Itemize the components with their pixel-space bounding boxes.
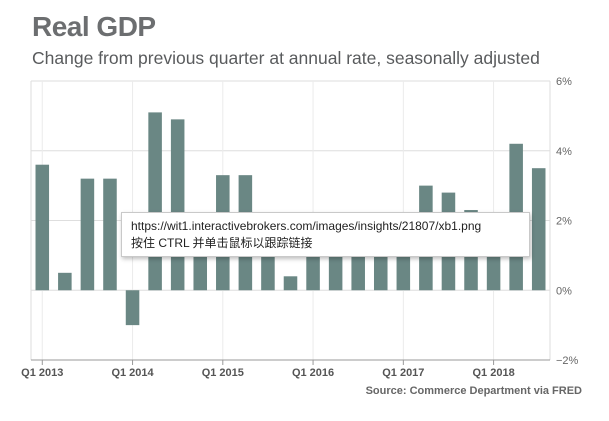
link-tooltip: https://wit1.interactivebrokers.com/imag… <box>121 212 530 257</box>
bar-q3-2015 <box>261 255 275 291</box>
bar-q4-2015 <box>283 276 298 291</box>
bar-q1-2013 <box>35 164 50 291</box>
x-tick-label: Q1 2013 <box>21 367 63 379</box>
bar-q1-2014 <box>125 290 140 326</box>
x-tick-label: Q1 2016 <box>292 367 334 379</box>
chart-title: Real GDP <box>32 11 156 42</box>
bar-q3-2018 <box>531 168 546 291</box>
bar-q2-2013 <box>58 272 72 291</box>
x-tick-label: Q1 2018 <box>472 367 514 379</box>
y-tick-label: 2% <box>556 216 572 228</box>
y-tick-label: 6% <box>556 76 572 88</box>
chart-source: Source: Commerce Department via FRED <box>365 385 582 397</box>
bar-q2-2014 <box>148 112 162 291</box>
tooltip-hint: 按住 CTRL 并单击鼠标以跟踪链接 <box>131 236 313 250</box>
x-tick-label: Q1 2017 <box>382 367 424 379</box>
bar-q3-2013 <box>80 178 95 291</box>
chart-subtitle: Change from previous quarter at annual r… <box>32 48 540 68</box>
x-tick-label: Q1 2015 <box>202 367 244 379</box>
tooltip-url: https://wit1.interactivebrokers.com/imag… <box>131 219 482 233</box>
bar-q3-2014 <box>170 119 185 291</box>
y-tick-label: −2% <box>556 355 579 367</box>
y-tick-label: 4% <box>556 146 572 158</box>
x-tick-label: Q1 2014 <box>111 367 154 379</box>
bar-q4-2013 <box>103 178 117 291</box>
y-tick-label: 0% <box>556 285 572 297</box>
